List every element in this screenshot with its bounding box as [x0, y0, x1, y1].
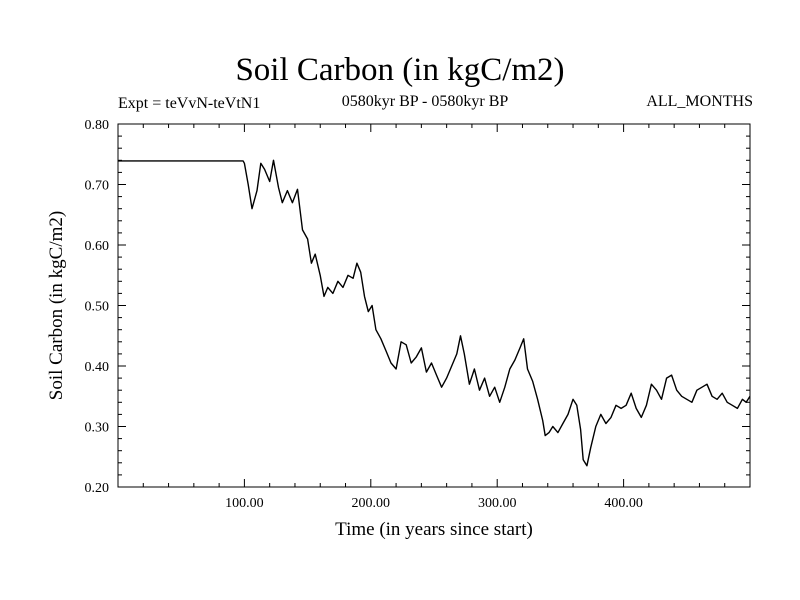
chart-title: Soil Carbon (in kgC/m2): [235, 52, 565, 88]
x-tick-label: 400.00: [604, 496, 643, 511]
period-label: ALL_MONTHS: [646, 93, 753, 110]
plot-frame: [117, 123, 751, 488]
x-tick-label: 100.00: [225, 496, 264, 511]
y-tick-label: 0.30: [85, 421, 110, 436]
x-tick-label: 300.00: [478, 496, 517, 511]
y-tick-label: 0.50: [85, 300, 110, 315]
y-tick-label: 0.80: [85, 118, 110, 133]
x-axis-title: Time (in years since start): [335, 519, 533, 540]
y-tick-label: 0.40: [85, 360, 110, 375]
y-tick-label: 0.70: [85, 179, 110, 194]
experiment-label: Expt = teVvN-teVtN1: [118, 95, 261, 112]
chart-subtitle: 0580kyr BP - 0580kyr BP: [341, 93, 509, 110]
x-tick-label: 200.00: [352, 496, 391, 511]
axis-ticks: [118, 123, 750, 488]
axis-tick-labels: 100.00 200.00 300.00 400.00 0.20 0.30 0.40 0.50…: [85, 118, 643, 511]
y-tick-label: 0.60: [85, 239, 110, 254]
series-line-soil-carbon: [118, 159, 751, 467]
y-tick-label: 0.20: [85, 481, 110, 496]
y-axis-title: Soil Carbon (in kgC/m2): [46, 211, 67, 400]
